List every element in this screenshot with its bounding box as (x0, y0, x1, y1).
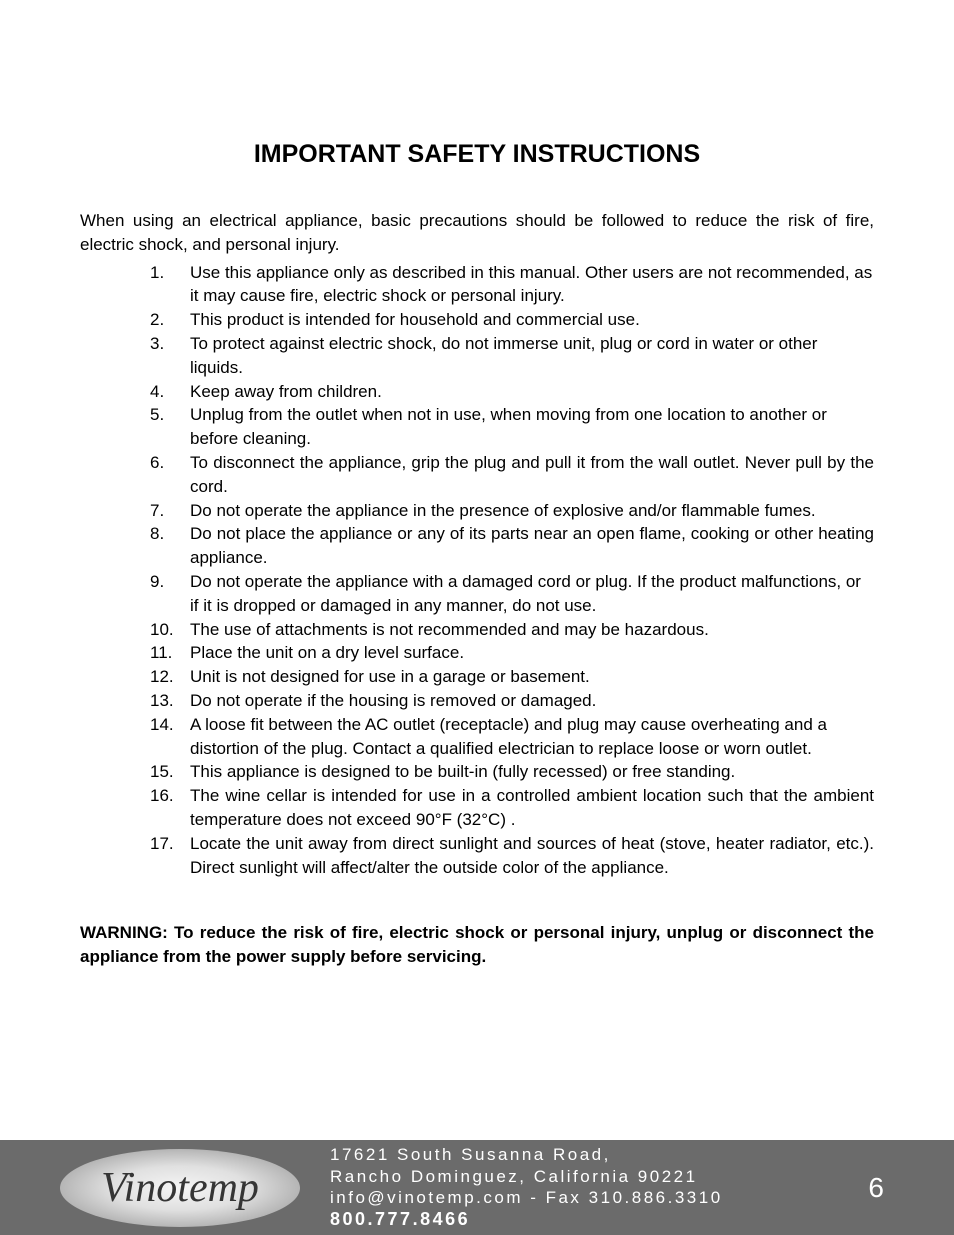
list-text: Unplug from the outlet when not in use, … (190, 403, 874, 451)
list-text: The use of attachments is not recommende… (190, 618, 874, 642)
list-text: Do not operate if the housing is removed… (190, 689, 874, 713)
list-number: 4. (150, 380, 190, 404)
footer-address-1: 17621 South Susanna Road, (330, 1144, 868, 1165)
list-number: 10. (150, 618, 190, 642)
list-number: 12. (150, 665, 190, 689)
list-number: 2. (150, 308, 190, 332)
list-text: To disconnect the appliance, grip the pl… (190, 451, 874, 499)
logo-text: Vinotemp (101, 1164, 259, 1212)
list-text: Unit is not designed for use in a garage… (190, 665, 874, 689)
list-text: The wine cellar is intended for use in a… (190, 784, 874, 832)
list-item: 17.Locate the unit away from direct sunl… (150, 832, 874, 880)
list-text: Keep away from children. (190, 380, 874, 404)
list-number: 15. (150, 760, 190, 784)
list-item: 15.This appliance is designed to be buil… (150, 760, 874, 784)
warning-text: WARNING: To reduce the risk of fire, ele… (80, 921, 874, 969)
list-number: 9. (150, 570, 190, 618)
list-text: Use this appliance only as described in … (190, 261, 874, 309)
list-item: 4.Keep away from children. (150, 380, 874, 404)
footer-address-2: Rancho Dominguez, California 90221 (330, 1166, 868, 1187)
footer-info: 17621 South Susanna Road, Rancho Domingu… (330, 1144, 868, 1230)
list-item: 11.Place the unit on a dry level surface… (150, 641, 874, 665)
list-item: 1.Use this appliance only as described i… (150, 261, 874, 309)
logo-badge: Vinotemp (60, 1149, 300, 1227)
list-item: 3.To protect against electric shock, do … (150, 332, 874, 380)
list-text: Locate the unit away from direct sunligh… (190, 832, 874, 880)
list-number: 5. (150, 403, 190, 451)
list-text: Do not operate the appliance with a dama… (190, 570, 874, 618)
list-number: 17. (150, 832, 190, 880)
page-title: IMPORTANT SAFETY INSTRUCTIONS (80, 140, 874, 169)
list-number: 16. (150, 784, 190, 832)
list-number: 13. (150, 689, 190, 713)
list-item: 5.Unplug from the outlet when not in use… (150, 403, 874, 451)
list-number: 11. (150, 641, 190, 665)
list-item: 8.Do not place the appliance or any of i… (150, 522, 874, 570)
list-item: 16.The wine cellar is intended for use i… (150, 784, 874, 832)
list-item: 9.Do not operate the appliance with a da… (150, 570, 874, 618)
list-item: 2.This product is intended for household… (150, 308, 874, 332)
list-text: A loose fit between the AC outlet (recep… (190, 713, 874, 761)
list-number: 8. (150, 522, 190, 570)
list-item: 13.Do not operate if the housing is remo… (150, 689, 874, 713)
intro-paragraph: When using an electrical appliance, basi… (80, 209, 874, 257)
list-text: Do not place the appliance or any of its… (190, 522, 874, 570)
footer-contact: info@vinotemp.com - Fax 310.886.3310 (330, 1187, 868, 1208)
list-item: 14.A loose fit between the AC outlet (re… (150, 713, 874, 761)
list-text: This appliance is designed to be built-i… (190, 760, 874, 784)
page-footer: Vinotemp 17621 South Susanna Road, Ranch… (0, 1140, 954, 1235)
footer-phone: 800.777.8466 (330, 1208, 868, 1231)
list-text: Do not operate the appliance in the pres… (190, 499, 874, 523)
page-content: IMPORTANT SAFETY INSTRUCTIONS When using… (0, 0, 954, 969)
list-number: 3. (150, 332, 190, 380)
list-item: 6.To disconnect the appliance, grip the … (150, 451, 874, 499)
list-item: 12.Unit is not designed for use in a gar… (150, 665, 874, 689)
list-text: This product is intended for household a… (190, 308, 874, 332)
list-item: 10.The use of attachments is not recomme… (150, 618, 874, 642)
list-number: 14. (150, 713, 190, 761)
list-item: 7.Do not operate the appliance in the pr… (150, 499, 874, 523)
list-number: 6. (150, 451, 190, 499)
list-number: 1. (150, 261, 190, 309)
list-text: To protect against electric shock, do no… (190, 332, 874, 380)
page-number: 6 (868, 1172, 884, 1204)
list-number: 7. (150, 499, 190, 523)
safety-list: 1.Use this appliance only as described i… (80, 261, 874, 880)
list-text: Place the unit on a dry level surface. (190, 641, 874, 665)
